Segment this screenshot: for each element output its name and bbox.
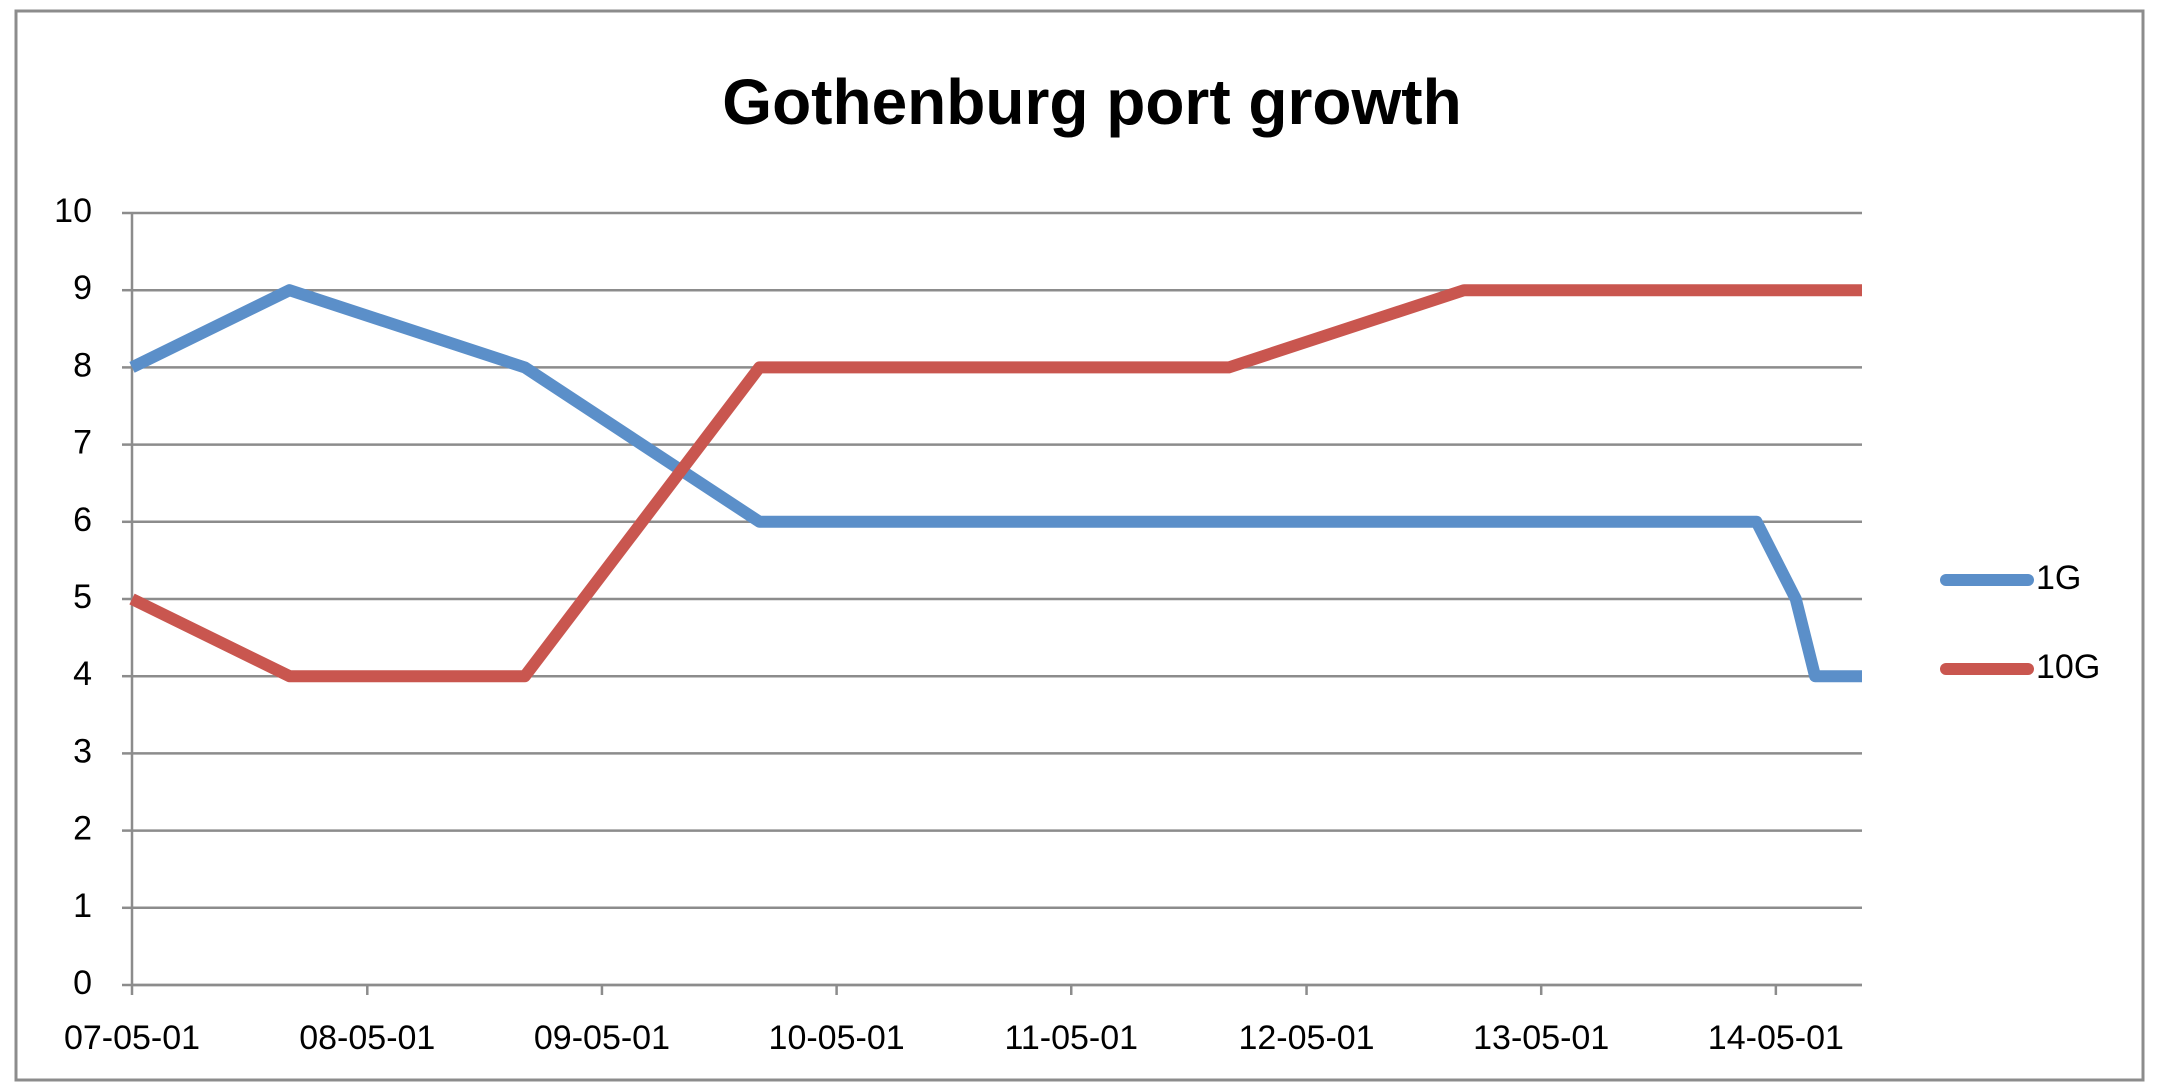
series-line [129, 284, 1862, 683]
y-tick-label: 10 [54, 192, 92, 230]
x-tick-label: 09-05-01 [534, 1019, 670, 1057]
series-line [129, 284, 1862, 683]
x-tick-label: 10-05-01 [769, 1019, 905, 1057]
y-tick-label: 1 [73, 887, 92, 925]
x-tick-label: 14-05-01 [1708, 1019, 1844, 1057]
y-tick-label: 5 [73, 578, 92, 616]
legend-label: 1G [2036, 559, 2081, 597]
y-tick-label: 2 [73, 810, 92, 848]
x-tick-label: 12-05-01 [1238, 1019, 1374, 1057]
x-tick-label: 13-05-01 [1473, 1019, 1609, 1057]
y-tick-label: 4 [73, 655, 92, 693]
y-tick-label: 9 [73, 269, 92, 307]
x-tick-label: 07-05-01 [64, 1019, 200, 1057]
chart-title: Gothenburg port growth [722, 66, 1461, 138]
x-tick-label: 08-05-01 [299, 1019, 435, 1057]
legend-label: 10G [2036, 648, 2100, 686]
y-tick-label: 8 [73, 346, 92, 384]
y-tick-label: 3 [73, 732, 92, 770]
y-tick-label: 0 [73, 964, 92, 1002]
y-tick-label: 6 [73, 501, 92, 539]
y-tick-label: 7 [73, 424, 92, 462]
x-tick-label: 11-05-01 [1004, 1019, 1138, 1057]
chart-frame [14, 9, 2145, 1082]
